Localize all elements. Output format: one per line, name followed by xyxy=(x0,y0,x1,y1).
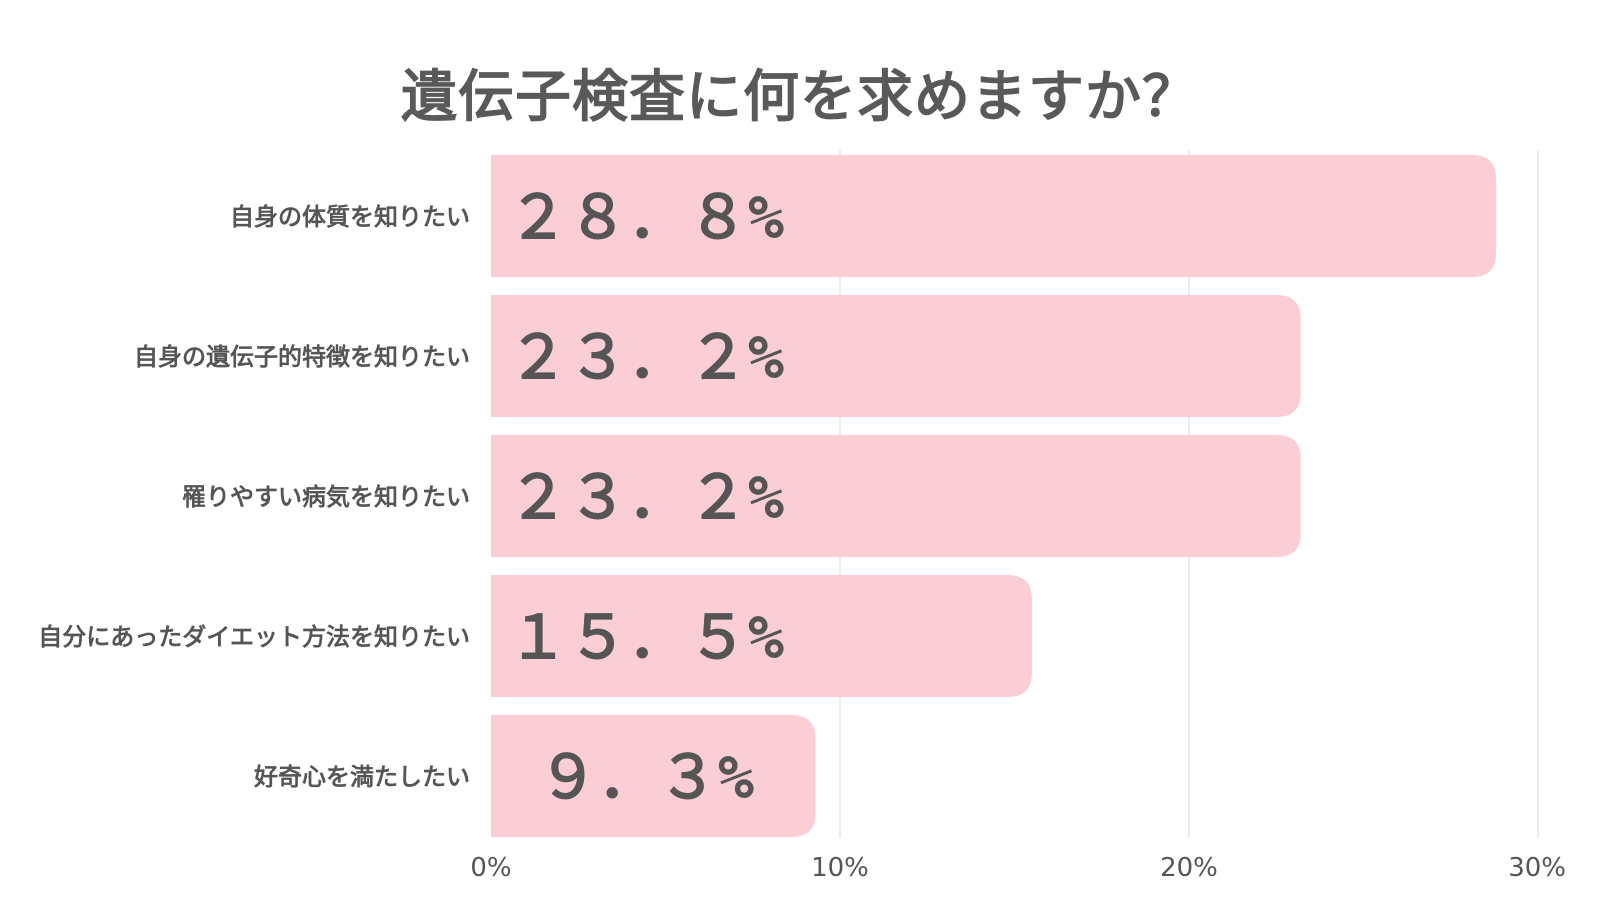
category-labels: 自身の体質を知りたい自身の遺伝子的特徴を知りたい罹りやすい病気を知りたい自分にあ… xyxy=(38,203,470,791)
data-label: ２３．２% xyxy=(508,323,784,393)
x-tick-label: 20% xyxy=(1160,853,1218,883)
category-label: 自身の遺伝子的特徴を知りたい xyxy=(134,343,470,371)
bars xyxy=(491,155,1497,837)
x-tick-label: 10% xyxy=(811,853,869,883)
bar xyxy=(491,435,1301,557)
chart-title: 遺伝子検査に何を求めますか？ xyxy=(401,65,1199,130)
category-label: 好奇心を満たしたい xyxy=(253,763,470,791)
category-label: 自分にあったダイエット方法を知りたい xyxy=(38,623,470,651)
data-label: １５．５% xyxy=(508,603,784,673)
category-label: 自身の体質を知りたい xyxy=(230,203,470,231)
data-label: ２３．２% xyxy=(508,463,784,533)
data-label: ９．３% xyxy=(538,743,754,813)
bar xyxy=(491,575,1032,697)
value-labels: ２８．８% ２３．２% ２３．２% １５．５% ９．３% xyxy=(508,183,784,813)
data-label: ２８．８% xyxy=(508,183,784,253)
bar xyxy=(491,715,816,837)
category-label: 罹りやすい病気を知りたい xyxy=(182,483,470,511)
x-axis-ticks: 0% 10% 20% 30% xyxy=(470,853,1566,883)
bar xyxy=(491,155,1497,277)
x-tick-label: 0% xyxy=(470,853,511,883)
bar xyxy=(491,295,1301,417)
x-tick-label: 30% xyxy=(1508,853,1566,883)
